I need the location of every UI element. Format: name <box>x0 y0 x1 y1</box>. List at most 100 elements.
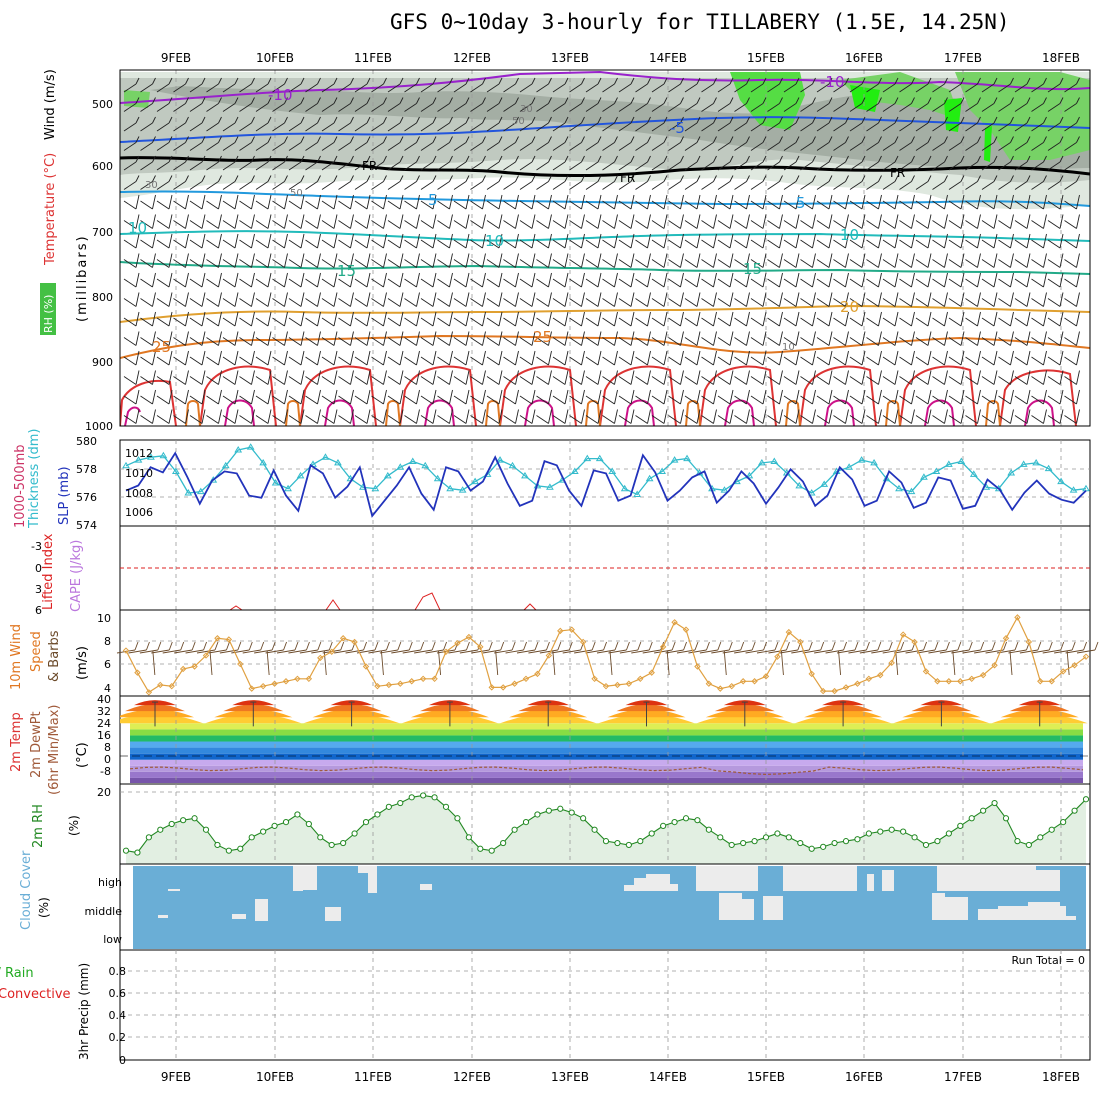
upper-barb <box>800 220 813 229</box>
wind10-barb <box>562 649 581 654</box>
upper-barb-flag <box>696 77 701 85</box>
upper-barb <box>998 239 1011 249</box>
rh2m-point <box>477 845 484 852</box>
upper-barb-flag <box>267 331 272 346</box>
upper-barb-flag <box>894 370 899 385</box>
upper-barb-flag <box>845 116 849 124</box>
upper-barb <box>255 376 269 385</box>
wind10-barb <box>196 649 216 654</box>
upper-barb-flag <box>531 136 536 143</box>
upper-barb-flag <box>779 409 783 424</box>
upper-barb <box>552 337 566 346</box>
upper-barb-flag <box>350 116 354 124</box>
upper-barb <box>816 356 830 366</box>
upper-barb <box>288 142 302 151</box>
upper-barb <box>783 122 797 132</box>
upper-barb <box>635 337 648 346</box>
upper-barb <box>288 200 302 210</box>
wind10-barb-flag <box>671 641 676 651</box>
upper-barb-flag <box>762 77 767 85</box>
upper-barb-flag <box>663 175 668 182</box>
slp-tick-1012: 1012 <box>125 447 153 460</box>
upper-barb-flag <box>812 350 816 366</box>
upper-barb <box>222 220 236 229</box>
upper-barb-flag <box>168 97 173 104</box>
upper-barb <box>371 298 384 307</box>
upper-barb <box>305 161 318 171</box>
upper-barb <box>404 103 417 112</box>
wind10-point <box>648 669 655 676</box>
upper-barb-flag <box>350 292 354 307</box>
upper-barb <box>404 200 417 210</box>
upper-barb <box>519 200 533 210</box>
upper-barb <box>156 103 170 112</box>
upper-barb <box>767 337 780 346</box>
upper-barb <box>800 415 813 424</box>
ylabel-minmax: (6hr Min/Max) <box>47 705 62 795</box>
wind10-barb <box>265 649 284 654</box>
upper-barb-flag <box>696 272 701 288</box>
upper-barb-flag <box>399 370 404 385</box>
upper-barb-flag <box>680 214 684 229</box>
upper-barb <box>123 142 137 151</box>
upper-barb-flag <box>927 331 932 346</box>
wind10-barb-flag <box>534 641 539 651</box>
label-15a: 15 <box>337 262 356 280</box>
upper-barb-flag <box>729 370 734 385</box>
upper-barb <box>404 317 417 327</box>
upper-barb-flag <box>812 214 816 229</box>
upper-barb <box>899 181 912 190</box>
upper-barb <box>998 83 1011 93</box>
upper-barb-flag <box>185 292 189 307</box>
upper-barb <box>849 83 863 93</box>
upper-barb <box>519 376 533 385</box>
upper-barb-flag <box>911 155 915 163</box>
thickness-point <box>496 456 504 463</box>
upper-barb <box>816 395 830 405</box>
upper-barb-flag <box>564 350 569 366</box>
upper-barb <box>519 122 533 132</box>
wind10-point <box>328 648 335 655</box>
upper-barb-flag <box>927 136 932 143</box>
upper-barb <box>965 161 978 171</box>
upper-barb-flag <box>977 194 981 210</box>
upper-barb-flag <box>416 409 420 424</box>
upper-barb <box>552 161 566 171</box>
upper-barb <box>1014 415 1028 424</box>
upper-barb-flag <box>300 350 305 366</box>
date-axis-top: 9FEB 10FEB 11FEB 12FEB 13FEB 14FEB 15FEB… <box>161 51 1080 65</box>
rh2m-point <box>774 830 781 837</box>
upper-barb <box>932 122 945 132</box>
wind10-barb <box>745 649 764 654</box>
upper-barb <box>618 239 632 249</box>
upper-barb <box>981 356 995 366</box>
upper-barb <box>800 376 813 385</box>
wind10-barb-flag <box>237 641 242 651</box>
wind10-barb-flag <box>443 641 447 651</box>
upper-barb-flag <box>300 136 305 143</box>
upper-barb-flag <box>251 77 255 85</box>
upper-barb-flag <box>1043 194 1047 210</box>
upper-barb-flag <box>762 155 767 163</box>
upper-barb-flag <box>597 311 602 327</box>
upper-barb <box>981 376 995 385</box>
wind10-barb-flag <box>923 641 927 651</box>
upper-barb <box>734 356 747 366</box>
wind10-barb <box>505 649 524 654</box>
upper-barb-flag <box>927 370 932 385</box>
upper-barb <box>437 161 450 171</box>
upper-barb-flag <box>911 311 915 327</box>
upper-barb <box>998 161 1011 171</box>
upper-barb <box>948 298 962 307</box>
upper-barb-flag <box>828 331 833 346</box>
wind10-barb <box>939 649 958 654</box>
upper-barb <box>981 395 995 405</box>
upper-barb-flag <box>795 253 800 268</box>
upper-barb-flag <box>168 311 173 327</box>
upper-barb-flag <box>1043 136 1047 143</box>
upper-barb <box>585 122 599 132</box>
upper-barb <box>915 415 929 424</box>
upper-barb <box>767 395 780 405</box>
upper-barb-flag <box>284 233 288 249</box>
upper-barb-flag <box>944 311 948 327</box>
